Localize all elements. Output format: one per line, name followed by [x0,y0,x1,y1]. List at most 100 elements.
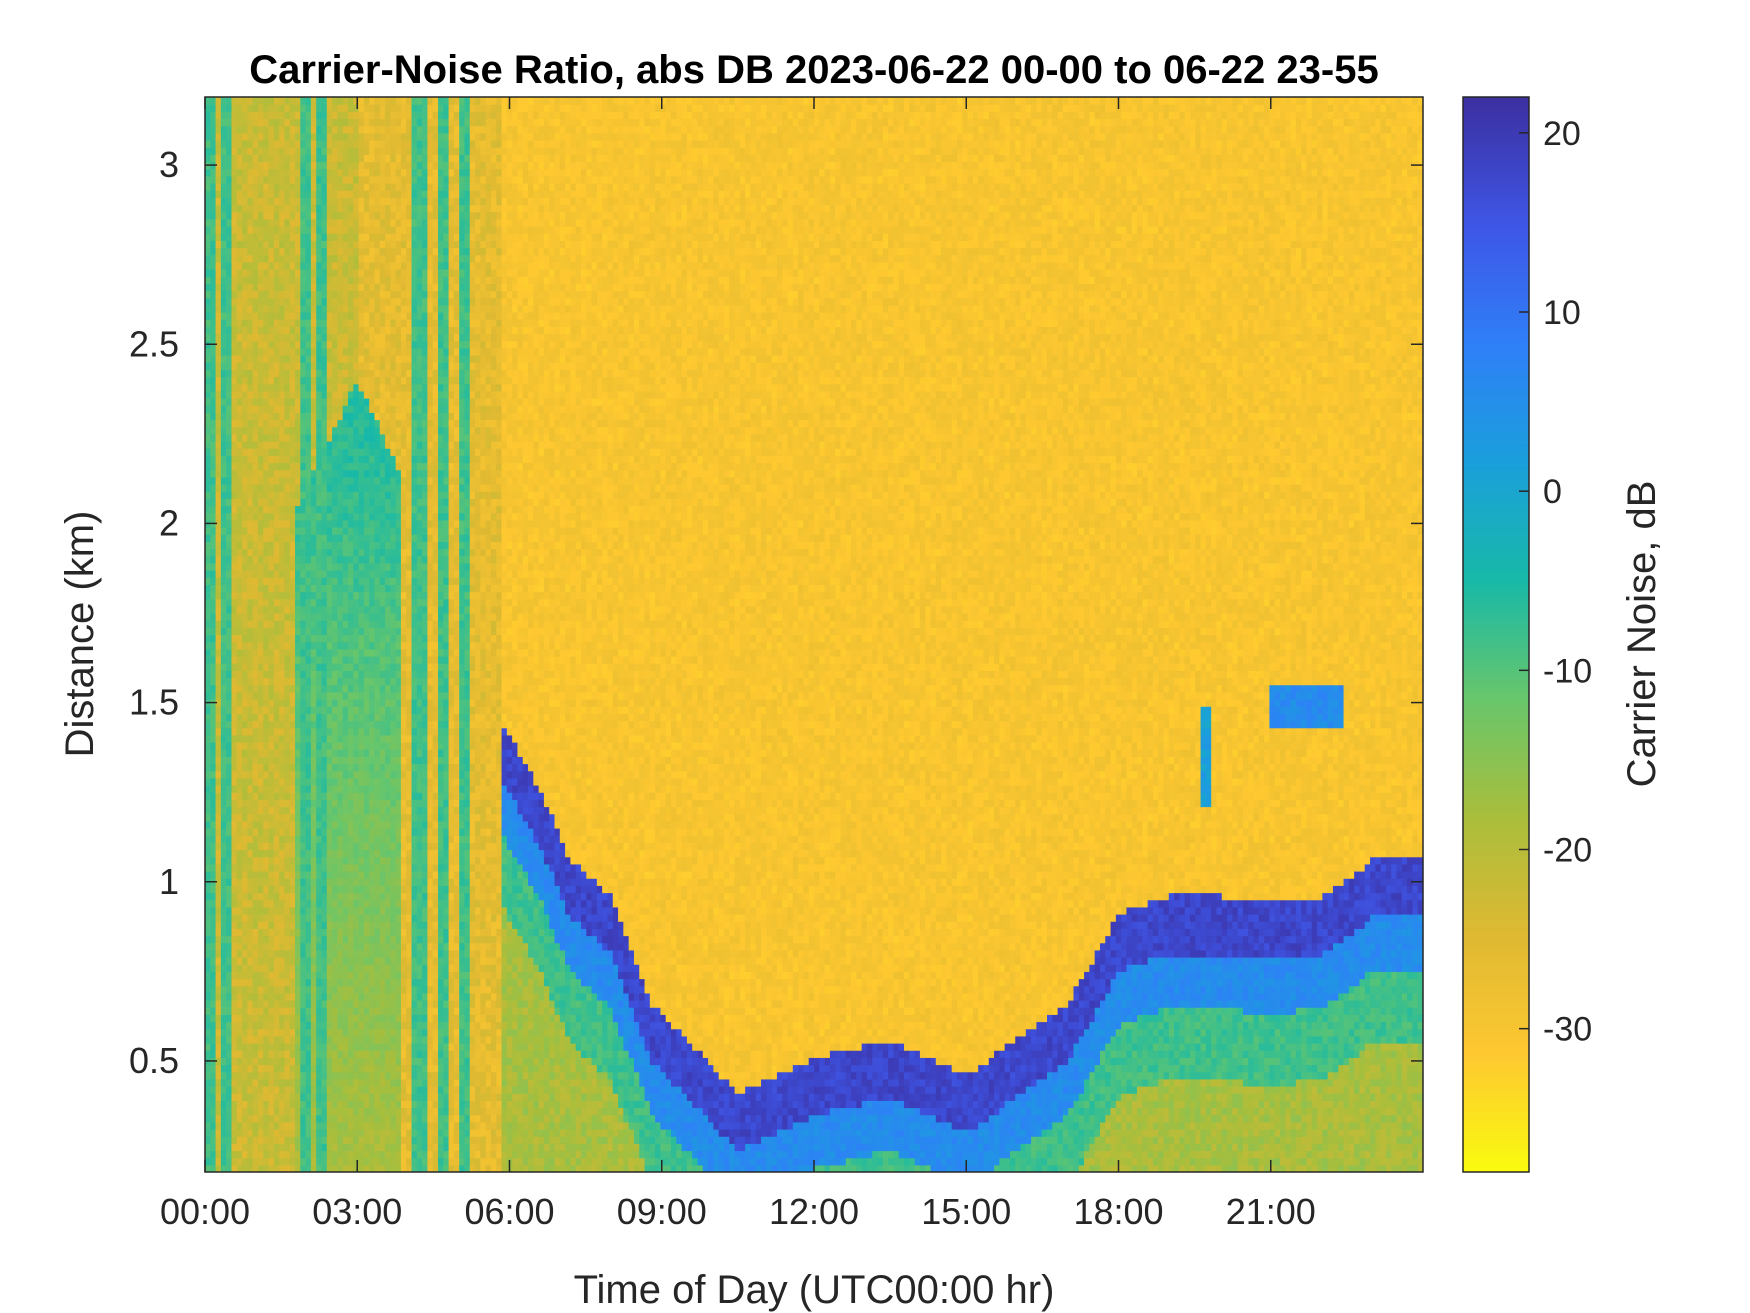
heatmap-cell [342,1028,349,1037]
heatmap-cell [358,727,365,736]
heatmap-cell [326,1043,333,1051]
heatmap-cell [332,211,338,220]
heatmap-cell [273,355,280,363]
heatmap-cell [268,297,275,306]
heatmap-cell [321,763,328,772]
heatmap-cell [337,469,344,478]
heatmap-cell [268,455,275,464]
heatmap-cell [205,1129,211,1137]
heatmap-cell [210,1164,217,1172]
heatmap-cell [342,949,349,958]
heatmap-cell [295,656,301,664]
heatmap-cell [332,985,338,994]
heatmap-cell [263,441,270,449]
heatmap-cell [279,863,286,872]
heatmap-cell [342,140,349,148]
heatmap-cell [279,770,286,779]
heatmap-cell [205,534,211,542]
heatmap-cell [353,548,360,557]
heatmap-cell [326,627,333,636]
heatmap-cell [353,254,360,263]
heatmap-cell [300,548,307,557]
heatmap-cell [279,562,286,571]
heatmap-cell [215,1007,222,1015]
heatmap-cell [231,684,238,693]
heatmap-cell [247,469,254,478]
heatmap-cell [379,885,386,894]
heatmap-cell [316,1000,323,1008]
heatmap-cell [289,1100,296,1109]
heatmap-cell [263,183,270,191]
heatmap-cell [215,1000,222,1008]
heatmap-cell [252,548,259,557]
heatmap-cell [342,820,349,829]
heatmap-cell [242,957,248,965]
heatmap-cell [316,670,323,679]
heatmap-cell [321,183,328,191]
heatmap-cell [231,584,238,593]
heatmap-cell [231,1021,238,1030]
heatmap-cell [337,577,344,585]
heatmap-cell [326,247,333,256]
heatmap-cell [220,770,227,779]
heatmap-cell [231,813,238,822]
heatmap-cell [316,398,323,406]
heatmap-cell [374,663,381,671]
heatmap-cell [284,1035,291,1044]
heatmap-cell [257,1050,264,1058]
heatmap-cell [236,928,243,937]
heatmap-cell [210,677,217,686]
heatmap-cell [257,871,264,879]
heatmap-cell [252,312,259,320]
heatmap-cell [268,233,275,241]
heatmap-cell [226,770,233,779]
heatmap-cell [300,562,307,571]
heatmap-cell [337,405,344,413]
heatmap-cell [284,577,291,585]
heatmap-cell [379,1078,386,1087]
heatmap-cell [337,842,344,851]
heatmap-cell [353,627,360,636]
heatmap-cell [342,455,349,464]
heatmap-cell [379,1086,386,1094]
heatmap-cell [215,885,222,894]
heatmap-cell [342,648,349,657]
heatmap-cell [358,713,365,722]
heatmap-cell [353,211,360,220]
heatmap-cell [284,1114,291,1123]
heatmap-cell [279,992,286,1001]
heatmap-cell [316,1143,323,1152]
heatmap-cell [268,792,275,800]
heatmap-cell [310,419,317,428]
heatmap-cell [242,921,248,929]
heatmap-cell [205,749,211,757]
heatmap-cell [295,914,301,922]
heatmap-cell [305,828,312,836]
heatmap-cell [300,319,307,327]
heatmap-cell [247,1050,254,1058]
heatmap-cell [273,534,280,542]
heatmap-cell [316,706,323,714]
heatmap-cell [284,247,291,256]
heatmap-cell [247,304,254,313]
heatmap-cell [305,1000,312,1008]
heatmap-cell [289,448,296,456]
heatmap-cell [358,828,365,836]
heatmap-cell [252,756,259,765]
heatmap-cell [273,949,280,958]
heatmap-cell [353,441,360,449]
heatmap-cell [369,541,376,550]
heatmap-cell [257,390,264,399]
heatmap-cell [295,276,301,284]
heatmap-cell [321,878,328,886]
heatmap-cell [295,204,301,213]
heatmap-cell [252,806,259,815]
heatmap-cell [236,706,243,714]
heatmap-cell [353,1107,360,1116]
heatmap-cell [342,670,349,679]
heatmap-cell [252,1086,259,1094]
heatmap-cell [305,297,312,306]
heatmap-cell [242,949,248,958]
heatmap-cell [321,433,328,442]
heatmap-cell [236,648,243,657]
